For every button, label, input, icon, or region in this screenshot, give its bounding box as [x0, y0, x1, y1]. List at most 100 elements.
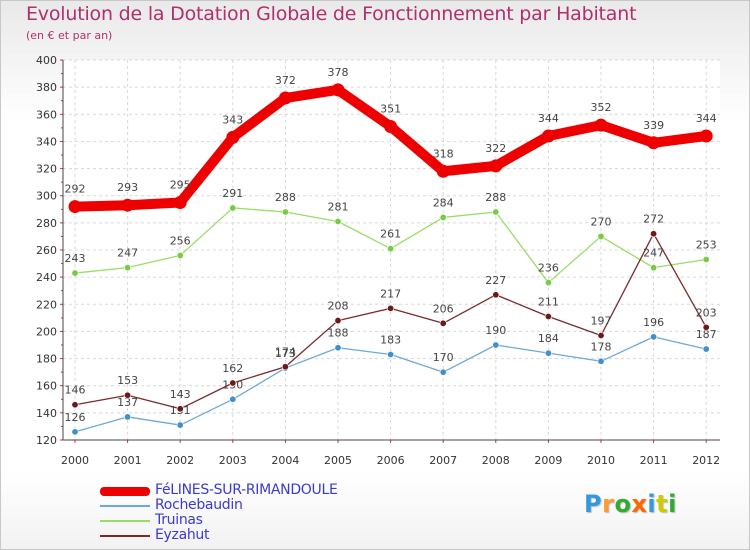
data-point: [647, 136, 661, 150]
data-label: 281: [328, 201, 349, 214]
data-point: [176, 251, 184, 259]
logo-letter: i: [647, 490, 657, 518]
legend-swatch: [100, 535, 150, 537]
data-label: 184: [538, 332, 559, 345]
data-point: [281, 363, 289, 371]
y-tick-label: 280: [36, 217, 57, 230]
data-point: [702, 255, 710, 263]
data-label: 243: [65, 252, 86, 265]
data-point: [281, 208, 289, 216]
logo-letter: o: [614, 490, 632, 518]
data-point: [439, 213, 447, 221]
data-point: [597, 232, 605, 240]
data-point: [176, 405, 184, 413]
data-point: [71, 401, 79, 409]
data-label: 351: [380, 103, 401, 116]
data-point: [334, 218, 342, 226]
data-label: 153: [117, 374, 138, 387]
data-label: 343: [222, 113, 243, 126]
data-point: [544, 279, 552, 287]
x-tick-label: 2007: [429, 454, 457, 467]
data-label: 183: [380, 334, 401, 347]
logo-letter: i: [668, 490, 677, 518]
data-label: 173: [275, 347, 296, 360]
data-label: 291: [222, 187, 243, 200]
chart-subtitle: (en € et par an): [26, 29, 113, 42]
logo-letter: r: [602, 490, 615, 518]
data-label: 378: [328, 66, 349, 79]
data-point: [439, 368, 447, 376]
y-tick-label: 160: [36, 380, 57, 393]
data-point: [492, 291, 500, 299]
legend-swatch: [100, 505, 150, 507]
data-point: [173, 196, 187, 209]
data-point: [439, 319, 447, 327]
data-point: [176, 421, 184, 429]
x-tick-label: 2005: [324, 454, 352, 467]
data-point: [544, 312, 552, 320]
legend-label: Eyzahut: [155, 527, 210, 543]
x-tick-label: 2012: [692, 454, 720, 467]
data-point: [226, 130, 240, 144]
data-point: [334, 344, 342, 352]
data-label: 247: [117, 247, 138, 260]
legend-swatch: [100, 486, 150, 496]
data-label: 318: [433, 147, 454, 160]
data-label: 187: [696, 328, 717, 341]
data-label: 344: [538, 112, 559, 125]
data-label: 261: [380, 228, 401, 241]
data-label: 256: [170, 234, 191, 247]
data-point: [541, 129, 555, 143]
data-point: [229, 204, 237, 212]
data-point: [489, 159, 503, 173]
data-label: 206: [433, 302, 454, 315]
data-label: 170: [433, 351, 454, 364]
data-label: 178: [591, 340, 612, 353]
data-label: 236: [538, 262, 559, 275]
logo-letter: x: [631, 490, 648, 518]
y-tick-label: 120: [36, 434, 57, 447]
legend-label: FéLINES-SUR-RIMANDOULE: [155, 482, 338, 498]
proxiti-logo: Proxiti: [584, 490, 677, 518]
data-point: [384, 120, 398, 133]
data-point: [436, 164, 450, 178]
y-tick-label: 200: [36, 325, 57, 338]
data-label: 217: [380, 287, 401, 300]
data-label: 339: [643, 119, 664, 132]
data-label: 203: [696, 306, 717, 319]
y-tick-label: 140: [36, 407, 57, 420]
data-label: 137: [117, 396, 138, 409]
data-point: [650, 230, 658, 238]
data-point: [71, 269, 79, 277]
data-point: [71, 428, 79, 436]
data-point: [597, 357, 605, 365]
y-tick-label: 220: [36, 298, 57, 311]
data-label: 322: [485, 142, 506, 155]
data-label: 344: [696, 112, 717, 125]
data-label: 372: [275, 74, 296, 87]
y-tick-label: 360: [36, 108, 57, 121]
data-point: [334, 317, 342, 325]
legend-swatch: [100, 520, 150, 522]
data-label: 295: [170, 179, 191, 192]
x-tick-label: 2011: [640, 454, 668, 467]
data-point: [68, 200, 82, 214]
data-point: [229, 379, 237, 387]
logo-letter: t: [656, 490, 669, 518]
x-tick-label: 2009: [534, 454, 562, 467]
x-tick-label: 2002: [166, 454, 194, 467]
data-point: [597, 331, 605, 339]
data-point: [387, 304, 395, 312]
data-point: [699, 129, 713, 143]
data-label: 196: [643, 316, 664, 329]
data-label: 284: [433, 196, 454, 209]
data-label: 288: [485, 191, 506, 204]
data-point: [124, 413, 132, 421]
data-label: 247: [643, 247, 664, 260]
data-point: [594, 118, 608, 132]
y-tick-label: 400: [36, 54, 57, 67]
data-label: 197: [591, 315, 612, 328]
data-point: [702, 345, 710, 353]
data-point: [492, 341, 500, 349]
